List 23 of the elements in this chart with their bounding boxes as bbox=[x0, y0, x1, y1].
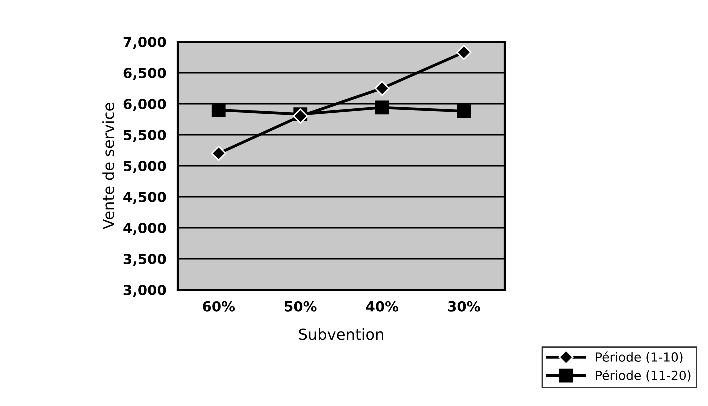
y-axis-title: Vente de service bbox=[102, 103, 114, 230]
point bbox=[212, 103, 226, 118]
y-tick-label: 4,000 bbox=[124, 222, 166, 236]
point bbox=[375, 100, 390, 115]
y-tick-label: 6,500 bbox=[124, 68, 166, 80]
x-axis-title: Subvention bbox=[299, 328, 384, 340]
y-tick-label: 4,500 bbox=[124, 192, 166, 204]
x-tick-label: 50% bbox=[285, 301, 317, 312]
y-tick-label: 5,000 bbox=[124, 160, 166, 174]
y-tick-label: 5,500 bbox=[124, 130, 166, 142]
x-tick-label: 40% bbox=[366, 301, 399, 312]
x-tick-label: 60% bbox=[203, 301, 236, 312]
x-tick-label: 30% bbox=[448, 301, 480, 312]
point bbox=[457, 104, 472, 118]
legend-label: Période (11-20) bbox=[596, 370, 691, 382]
legend-label: Période (1-10) bbox=[596, 352, 683, 364]
y-tick-label: 7,000 bbox=[124, 36, 166, 50]
point bbox=[374, 80, 390, 96]
y-tick-label: 3,500 bbox=[124, 254, 166, 266]
point bbox=[211, 146, 226, 162]
y-tick-label: 3,000 bbox=[124, 284, 166, 298]
y-tick-label: 6,000 bbox=[124, 98, 166, 112]
point bbox=[456, 44, 472, 60]
